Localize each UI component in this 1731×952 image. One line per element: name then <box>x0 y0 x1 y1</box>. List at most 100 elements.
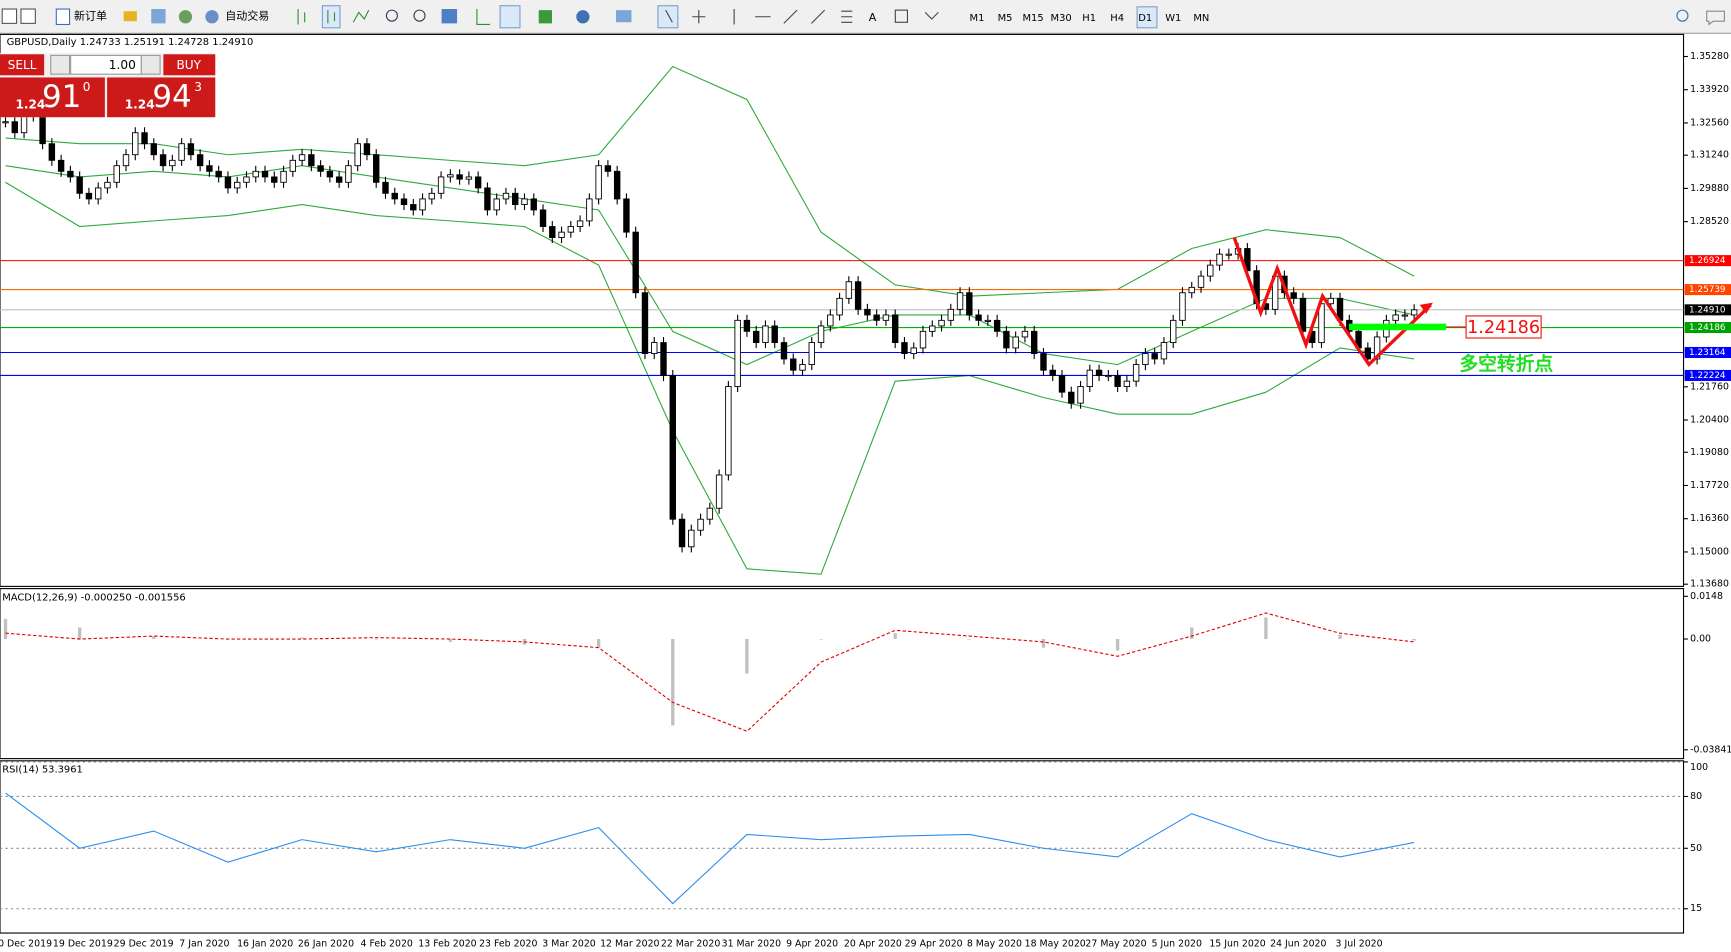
icon[interactable] <box>178 10 193 24</box>
candle-body <box>771 325 778 344</box>
timeframes: M1 M5 M15 M30 H1 H4 D1 W1 MN <box>970 13 1210 24</box>
y-tick-label: 0.0148 <box>1690 591 1723 602</box>
candle-body <box>1160 342 1168 360</box>
buy-label[interactable]: BUY <box>176 58 201 72</box>
price-tag-label: 1.24186 <box>1689 323 1726 333</box>
new-order-icon[interactable] <box>55 8 71 26</box>
ask-box[interactable] <box>107 77 216 118</box>
auto-trading[interactable]: 自动交易 <box>225 9 269 23</box>
arrows-tool[interactable] <box>924 11 939 20</box>
lot-value[interactable]: 1.00 <box>109 58 136 72</box>
new-order[interactable]: 新订单 <box>74 9 107 23</box>
chat[interactable] <box>1706 10 1725 26</box>
x-tick-label: 19 Dec 2019 <box>53 939 113 950</box>
sell-button[interactable] <box>0 54 45 76</box>
macd-bar <box>78 627 82 640</box>
candle-body <box>11 121 18 134</box>
bid-box[interactable] <box>0 77 105 118</box>
bid-big[interactable]: 91 <box>42 79 81 115</box>
candle-body <box>373 154 380 183</box>
one-click-trading: SELL 1.00 BUY 1.24 91 0 1.24 94 3 <box>0 53 216 118</box>
timeframe[interactable]: M1 <box>970 13 985 24</box>
candle-body <box>725 386 732 476</box>
buy-button[interactable] <box>163 54 216 76</box>
timeframe[interactable]: M15 <box>1022 13 1043 24</box>
y-tick-label: 1.17720 <box>1690 480 1729 491</box>
candle-body <box>641 292 649 355</box>
label-tool[interactable] <box>894 9 909 23</box>
y-tick-label: 1.33920 <box>1690 84 1729 95</box>
candle-body <box>400 198 408 205</box>
icon[interactable] <box>327 10 336 24</box>
zoom-out[interactable] <box>413 9 426 22</box>
candle-body <box>280 170 287 183</box>
x-tick-label: 10 Dec 2019 <box>0 939 52 950</box>
candle-body <box>1151 353 1158 360</box>
x-tick-label: 15 Jun 2020 <box>1209 939 1265 950</box>
candle-body <box>502 192 510 200</box>
x-tick-label: 22 Mar 2020 <box>661 939 720 950</box>
timeframe[interactable]: H4 <box>1110 13 1124 24</box>
periods[interactable] <box>576 10 590 24</box>
candle-body <box>891 314 899 344</box>
candle-body <box>493 198 500 211</box>
candle-body <box>734 319 741 387</box>
candle-body <box>1095 369 1103 376</box>
zoom-in[interactable] <box>385 9 398 22</box>
tile[interactable] <box>441 9 458 24</box>
cursor-tool[interactable] <box>657 5 679 29</box>
templates[interactable] <box>616 10 632 23</box>
auto-trading-icon[interactable] <box>205 10 219 24</box>
candle-body <box>1364 347 1372 360</box>
candle-body <box>57 159 65 172</box>
icon[interactable] <box>321 5 341 29</box>
drawing-tools[interactable] <box>665 9 853 25</box>
chart-shift[interactable] <box>499 5 521 29</box>
icon[interactable] <box>1 8 18 24</box>
candle-body <box>632 231 639 294</box>
icon[interactable] <box>297 9 306 25</box>
candle-body <box>206 165 213 172</box>
icon[interactable] <box>352 9 370 23</box>
candle-body <box>1299 297 1307 332</box>
timeframe[interactable]: D1 <box>1138 13 1152 24</box>
y-tick-label: 1.16360 <box>1690 513 1729 524</box>
ask-big[interactable]: 94 <box>152 79 191 115</box>
timeframe[interactable]: M5 <box>998 13 1013 24</box>
ask-prefix[interactable]: 1.24 <box>125 98 155 112</box>
price-tag-label: 1.23164 <box>1689 348 1726 358</box>
ask-small[interactable]: 3 <box>194 80 202 94</box>
timeframe[interactable]: W1 <box>1165 13 1181 24</box>
candle-body <box>512 192 519 205</box>
timeframe[interactable]: MN <box>1193 13 1209 24</box>
bid-prefix[interactable]: 1.24 <box>15 98 45 112</box>
autoscroll[interactable] <box>476 9 491 26</box>
candle-body <box>428 192 436 200</box>
timeframe[interactable]: M30 <box>1051 13 1072 24</box>
indicators[interactable] <box>538 10 552 24</box>
candle-body <box>317 165 324 172</box>
candle-body <box>1179 292 1186 321</box>
candle-body <box>1392 314 1399 321</box>
timeframe[interactable]: H1 <box>1082 13 1096 24</box>
candle-body <box>1188 286 1195 294</box>
candle-body <box>586 198 593 222</box>
x-tick-label: 3 Jul 2020 <box>1336 939 1383 950</box>
icon[interactable] <box>123 11 137 22</box>
candle-body <box>984 319 992 322</box>
candle-body <box>715 474 723 509</box>
candle-body <box>836 297 843 316</box>
lot-down[interactable] <box>50 54 71 75</box>
y-tick-label: 1.20400 <box>1690 415 1729 426</box>
candle-body <box>187 143 195 156</box>
bid-small[interactable]: 0 <box>83 80 91 94</box>
sell-label[interactable]: SELL <box>8 58 37 72</box>
lot-up[interactable] <box>140 54 161 75</box>
y-tick-label: 1.21760 <box>1690 381 1729 392</box>
search[interactable] <box>1676 9 1689 22</box>
macd-bar <box>671 639 675 726</box>
text-tool[interactable]: A <box>869 11 877 24</box>
candle-body <box>1225 253 1233 256</box>
icon[interactable] <box>151 9 166 24</box>
icon[interactable] <box>20 8 36 24</box>
